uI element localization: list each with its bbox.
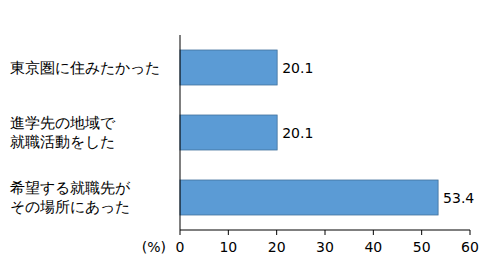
data-label: 20.1 xyxy=(282,60,313,76)
bar xyxy=(180,180,438,215)
x-tick xyxy=(373,230,374,235)
x-tick-label: 30 xyxy=(316,239,334,255)
category-label-line: 東京圏に住みたかった xyxy=(10,60,160,76)
x-tick-label: 40 xyxy=(364,239,382,255)
category-label-line: 就職活動をした xyxy=(10,134,115,150)
category-label: 進学先の地域で就職活動をした xyxy=(10,115,116,150)
x-tick-label: 0 xyxy=(176,239,185,255)
x-tick-label: 50 xyxy=(413,239,431,255)
data-label: 20.1 xyxy=(282,125,313,141)
x-tick xyxy=(325,230,326,235)
x-axis-label: (%) xyxy=(142,239,166,255)
x-tick xyxy=(421,230,422,235)
data-label: 53.4 xyxy=(443,190,474,206)
y-axis-line xyxy=(180,35,181,230)
x-tick xyxy=(180,230,181,235)
x-tick-label: 10 xyxy=(219,239,237,255)
x-tick-label: 60 xyxy=(461,239,479,255)
category-label-line: 進学先の地域で xyxy=(10,115,116,131)
bar xyxy=(180,50,277,85)
x-tick xyxy=(228,230,229,235)
x-tick-label: 20 xyxy=(268,239,286,255)
category-label: 希望する就職先がその場所にあった xyxy=(10,180,131,215)
x-tick xyxy=(276,230,277,235)
chart: 0102030405060(%)東京圏に住みたかった進学先の地域で就職活動をした… xyxy=(0,0,500,269)
bar xyxy=(180,115,277,150)
category-label: 東京圏に住みたかった xyxy=(10,60,160,76)
category-label-line: 希望する就職先が xyxy=(10,180,131,196)
category-label-line: その場所にあった xyxy=(10,199,130,215)
x-tick xyxy=(470,230,471,235)
